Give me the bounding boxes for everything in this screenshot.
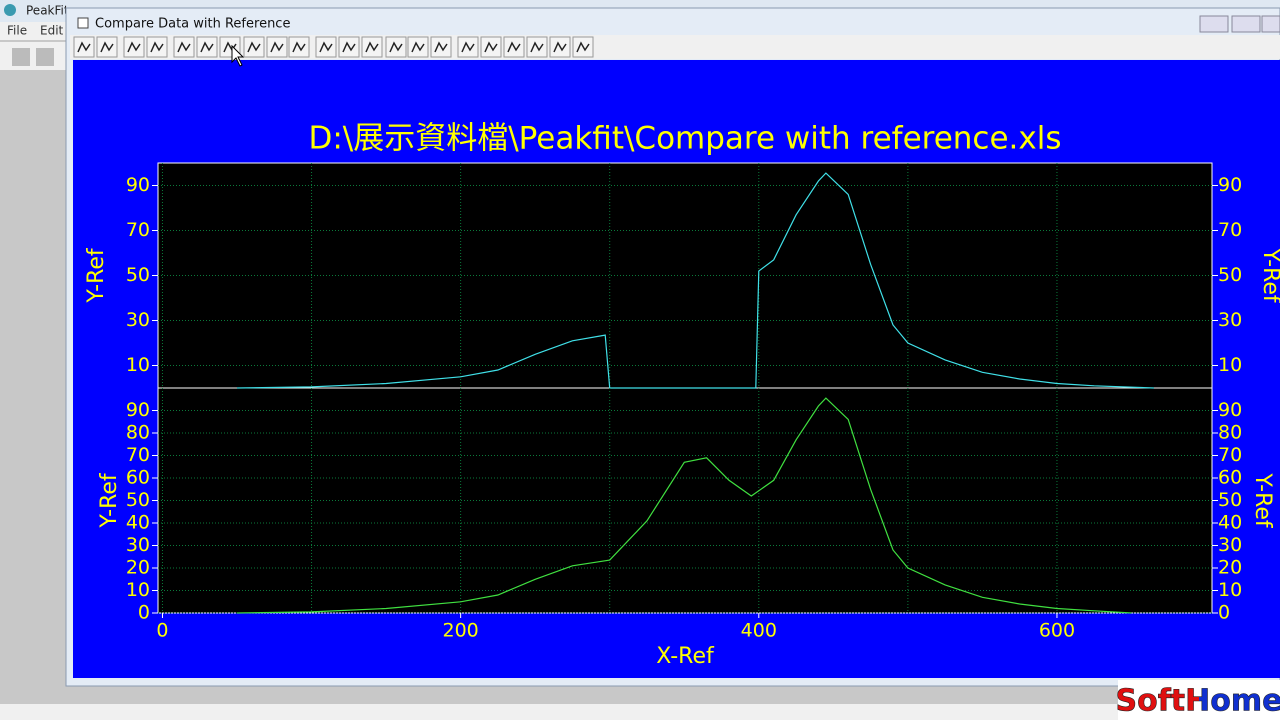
y-tick-label: 90 (126, 174, 150, 196)
toolbar-icon (553, 41, 567, 53)
y-axis-label-right: Y-Ref (1250, 472, 1275, 529)
y-tick-label: 0 (138, 602, 150, 624)
minimize-button[interactable] (1199, 15, 1229, 33)
toolbar-icon (319, 41, 333, 53)
watermark: SoftHome (1116, 684, 1280, 719)
app-icon (4, 4, 16, 16)
toolbar-icon (576, 41, 590, 53)
y-tick-label: 80 (126, 422, 150, 444)
toolbar-buttons (73, 36, 594, 58)
y-tick-label-right: 70 (1218, 219, 1242, 241)
x-tick-label: 400 (741, 620, 777, 642)
app-title: PeakFit (26, 4, 69, 18)
y-tick-label: 10 (126, 354, 150, 376)
toolbar-icon (530, 41, 544, 53)
y-tick-label: 90 (126, 399, 150, 421)
y-tick-label-right: 0 (1218, 602, 1230, 624)
menu-edit[interactable]: Edit (40, 24, 64, 38)
data-line (236, 397, 1132, 614)
y-tick-label: 30 (126, 534, 150, 556)
toolbar-icon (365, 41, 379, 53)
toolbar-icon (461, 41, 475, 53)
y-axis-label: Y-Ref (97, 472, 122, 529)
y-tick-label-right: 10 (1218, 579, 1242, 601)
y-axis-label-right: Y-Ref (1258, 247, 1280, 304)
toolbar-icon (342, 41, 356, 53)
toolbar-icon (411, 41, 425, 53)
y-tick-label-right: 70 (1218, 444, 1242, 466)
toolbar-icon (177, 41, 191, 53)
y-tick-label: 30 (126, 309, 150, 331)
y-tick-label-right: 90 (1218, 399, 1242, 421)
toolbar-icon (507, 41, 521, 53)
toolbar-icon (484, 41, 498, 53)
dialog-title: Compare Data with Reference (95, 17, 290, 32)
y-tick-label: 50 (126, 264, 150, 286)
data-line (236, 172, 1154, 389)
toolbar-icon (292, 41, 306, 53)
y-tick-label: 60 (126, 467, 150, 489)
toolbar-icon (247, 41, 261, 53)
y-tick-label-right: 20 (1218, 557, 1242, 579)
toolbar-icon (100, 41, 114, 53)
toolbar-icon (77, 41, 91, 53)
y-tick-label-right: 30 (1218, 534, 1242, 556)
toolbar-icon (127, 41, 141, 53)
y-tick-label: 40 (126, 512, 150, 534)
y-tick-label: 50 (126, 489, 150, 511)
watermark-box (1118, 680, 1280, 720)
close-button[interactable] (1261, 15, 1280, 33)
y-tick-label-right: 60 (1218, 467, 1242, 489)
y-tick-label-right: 50 (1218, 489, 1242, 511)
dialog-icon (77, 17, 89, 29)
toolbar-icon (150, 41, 164, 53)
toolbar-icon (434, 41, 448, 53)
tool-save[interactable] (36, 48, 54, 66)
y-tick-label: 20 (126, 557, 150, 579)
chart-title: D:\展示資料檔\Peakfit\Compare with reference.… (308, 121, 1061, 157)
y-tick-label-right: 40 (1218, 512, 1242, 534)
x-tick-label: 600 (1039, 620, 1075, 642)
toolbar-icon (223, 41, 237, 53)
toolbar-icon (270, 41, 284, 53)
x-tick-label: 0 (156, 620, 168, 642)
status-bar (0, 704, 1280, 720)
toolbar-icon (200, 41, 214, 53)
maximize-button[interactable] (1231, 15, 1261, 33)
y-tick-label-right: 30 (1218, 309, 1242, 331)
y-tick-label-right: 80 (1218, 422, 1242, 444)
y-axis-label: Y-Ref (84, 247, 109, 304)
app-toolbar (0, 42, 66, 70)
y-tick-label-right: 90 (1218, 174, 1242, 196)
y-tick-label: 70 (126, 219, 150, 241)
tool-open[interactable] (12, 48, 30, 66)
y-tick-label-right: 10 (1218, 354, 1242, 376)
y-tick-label-right: 50 (1218, 264, 1242, 286)
mouse-cursor (231, 44, 245, 67)
toolbar-icon (389, 41, 403, 53)
x-axis-label: X-Ref (656, 644, 715, 669)
x-tick-label: 200 (443, 620, 479, 642)
y-tick-label: 10 (126, 579, 150, 601)
menu-file[interactable]: File (7, 24, 27, 38)
y-tick-label: 70 (126, 444, 150, 466)
